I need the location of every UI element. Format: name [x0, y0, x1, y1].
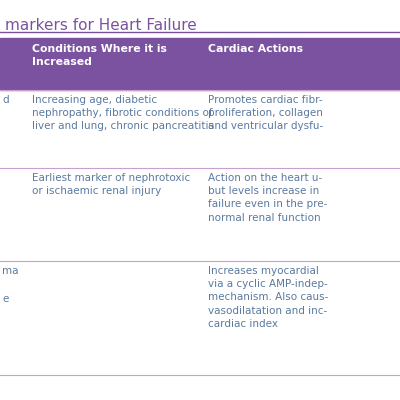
Text: d: d [2, 95, 9, 105]
Bar [0, 38, 400, 90]
Text: markers for Heart Failure: markers for Heart Failure [5, 18, 197, 33]
Text: Conditions Where it is
Increased: Conditions Where it is Increased [32, 44, 167, 67]
Text: Increasing age, diabetic
nephropathy, fibrotic conditions of
liver and lung, chr: Increasing age, diabetic nephropathy, fi… [32, 95, 214, 131]
Text: Earliest marker of nephrotoxic
or ischaemic renal injury: Earliest marker of nephrotoxic or ischae… [32, 173, 190, 196]
Text: Promotes cardiac fibr-
proliferation, collagen
and ventricular dysfu-: Promotes cardiac fibr- proliferation, co… [208, 95, 323, 131]
Text: Cardiac Actions: Cardiac Actions [208, 44, 303, 54]
Text: Increases myocardial
via a cyclic AMP-indep-
mechanism. Also caus-
vasodilatatio: Increases myocardial via a cyclic AMP-in… [208, 266, 328, 329]
Text: Action on the heart u-
but levels increase in
failure even in the pre-
normal re: Action on the heart u- but levels increa… [208, 173, 327, 222]
Text: ma
 
e: ma e [2, 266, 18, 304]
